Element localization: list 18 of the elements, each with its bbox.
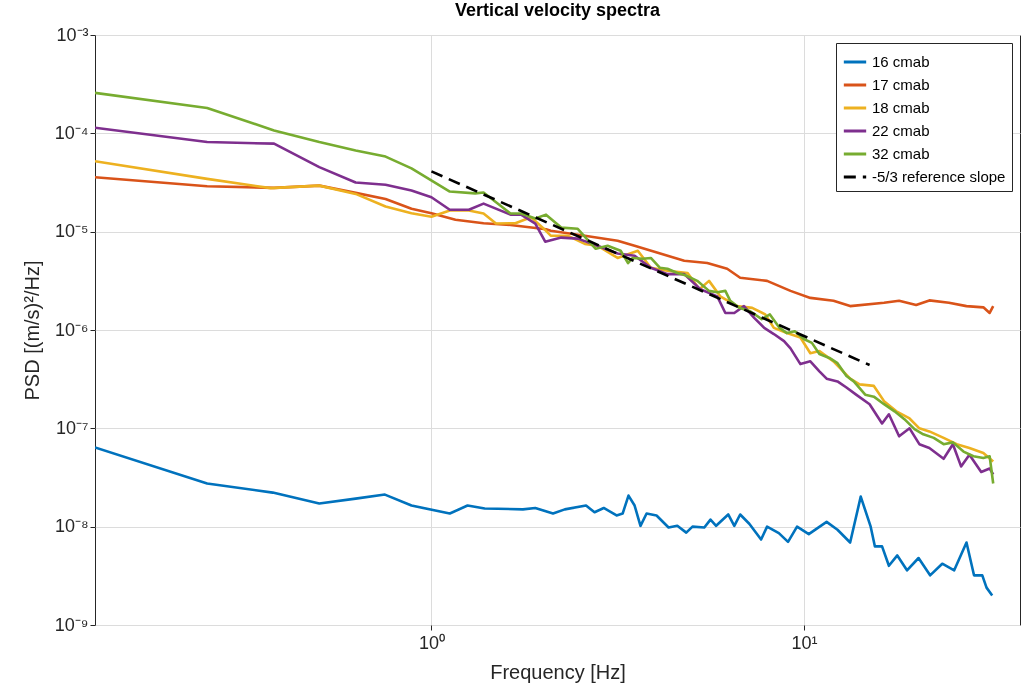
x-tick-label: 10¹ <box>791 632 818 653</box>
y-tick-label: 10⁻⁵ <box>55 221 89 242</box>
y-axis-title: PSD [(m/s)²/Hz] <box>20 260 43 401</box>
legend-label: 22 cmab <box>872 122 930 139</box>
chart-title: Vertical velocity spectra <box>454 0 662 20</box>
legend-label: 18 cmab <box>872 99 930 116</box>
legend-label: -5/3 reference slope <box>872 168 1006 185</box>
y-tick-label: 10⁻⁴ <box>54 122 89 143</box>
legend-label: 32 cmab <box>872 145 930 162</box>
legend-label: 16 cmab <box>872 53 930 70</box>
x-tick-label: 10⁰ <box>418 632 445 653</box>
legend-label: 17 cmab <box>872 76 930 93</box>
y-tick-label: 10⁻⁹ <box>54 614 89 635</box>
y-tick-label: 10⁻⁸ <box>54 516 89 537</box>
y-tick-label: 10⁻⁶ <box>55 319 89 340</box>
y-tick-label: 10⁻⁷ <box>55 417 89 438</box>
x-axis-title: Frequency [Hz] <box>490 660 626 683</box>
y-tick-label: 10⁻³ <box>56 24 89 45</box>
